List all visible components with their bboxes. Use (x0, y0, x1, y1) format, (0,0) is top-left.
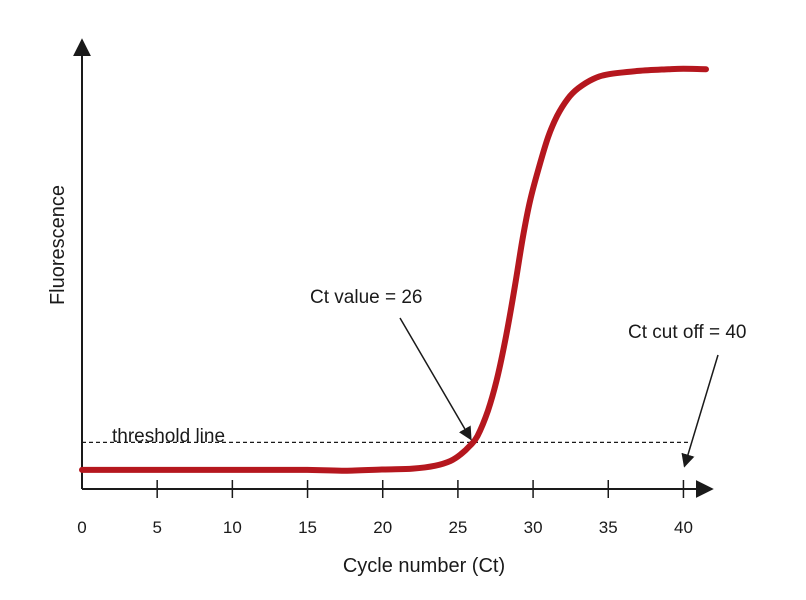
x-axis-label: Cycle number (Ct) (343, 555, 505, 577)
x-ticks (156, 480, 685, 498)
ct-cutoff-annotation: Ct cut off = 40 (628, 322, 746, 343)
x-tick-label-35: 35 (599, 518, 618, 537)
y-axis-label: Fluorescence (47, 185, 69, 305)
ct-cutoff-arrow (681, 354, 719, 468)
x-tick-label-30: 30 (524, 518, 543, 537)
x-tick-label-20: 20 (373, 518, 392, 537)
ct-value-arrow (399, 317, 472, 441)
x-tick-label-15: 15 (298, 518, 317, 537)
ct-value-annotation: Ct value = 26 (310, 287, 423, 308)
threshold-label: threshold line (112, 426, 225, 447)
x-tick-label-10: 10 (223, 518, 242, 537)
x-tick-label-40: 40 (674, 518, 693, 537)
x-tick-label-5: 5 (152, 518, 161, 537)
x-tick-label-0: 0 (77, 518, 86, 537)
amplification-curve (79, 65, 709, 474)
x-tick-label-25: 25 (448, 518, 467, 537)
x-tick-labels: 0 5 10 15 20 25 30 35 40 (77, 518, 693, 537)
